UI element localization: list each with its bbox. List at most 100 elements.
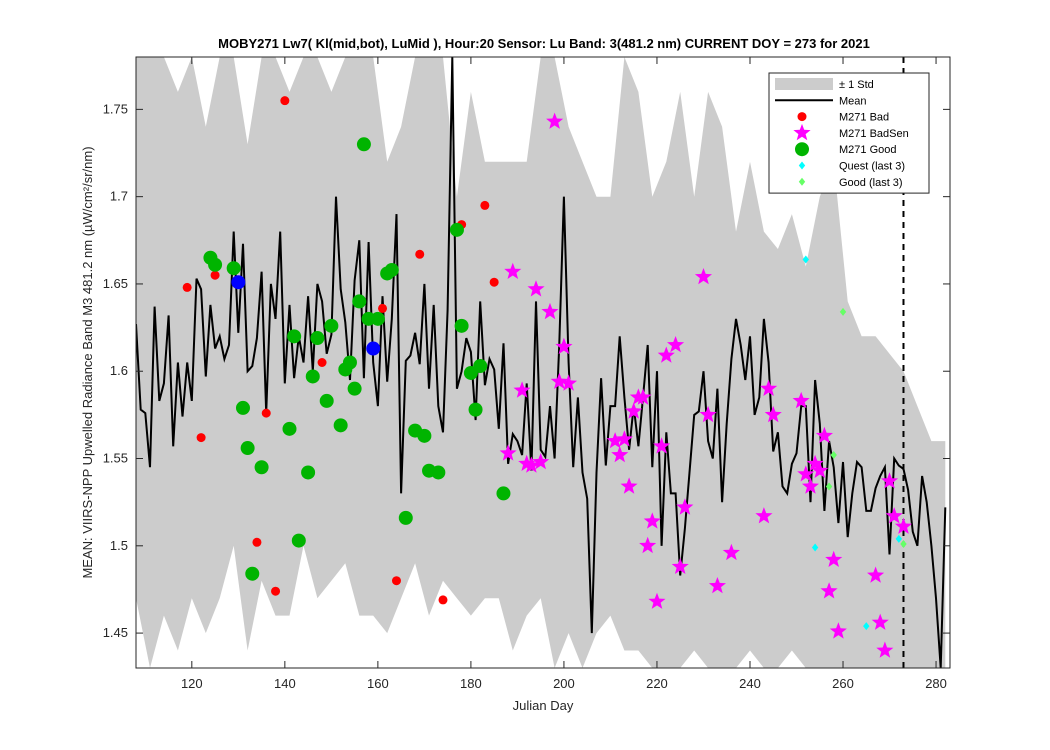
- legend-entry: M271 Good: [795, 142, 896, 157]
- x-tick-label: 220: [646, 676, 668, 691]
- data-point: [391, 576, 401, 586]
- data-point: [280, 96, 290, 106]
- data-point: [449, 222, 464, 237]
- data-point: [324, 318, 339, 333]
- data-point: [235, 400, 250, 415]
- data-point: [550, 372, 568, 389]
- legend-entry: Good (last 3): [798, 177, 903, 189]
- legend-label: Quest (last 3): [839, 161, 905, 173]
- data-point: [546, 112, 564, 129]
- data-point: [839, 307, 847, 316]
- y-tick-label: 1.45: [103, 625, 128, 640]
- data-point: [764, 405, 782, 423]
- data-point: [894, 517, 912, 534]
- data-point: [806, 454, 824, 471]
- series-diamond-green: [825, 307, 907, 549]
- data-point: [676, 498, 694, 515]
- data-point: [254, 460, 269, 475]
- data-point: [468, 402, 483, 417]
- data-point: [231, 275, 246, 290]
- data-point: [317, 358, 327, 367]
- data-point: [366, 341, 381, 356]
- data-point: [555, 337, 573, 355]
- data-point: [811, 543, 819, 552]
- y-tick-label: 1.55: [103, 451, 128, 466]
- data-point: [606, 432, 624, 449]
- data-point: [760, 379, 778, 396]
- x-tick-label: 120: [181, 676, 203, 691]
- data-point: [489, 277, 499, 287]
- data-point: [639, 536, 657, 554]
- markers: [182, 96, 912, 658]
- data-point: [671, 557, 689, 574]
- data-point: [815, 426, 833, 444]
- x-axis: 120 140 160 180 200 220 240 260 280: [181, 57, 947, 691]
- data-point: [871, 613, 889, 630]
- data-point: [900, 540, 907, 549]
- legend-label: M271 BadSen: [839, 128, 909, 140]
- y-axis-label: MEAN: VIIRS-NPP Upwelled Radiance Band M…: [80, 146, 95, 578]
- y-tick-label: 1.5: [110, 538, 128, 553]
- data-point: [417, 428, 432, 443]
- data-point: [282, 421, 297, 436]
- data-point: [499, 444, 517, 461]
- series-dot-blue: [231, 275, 381, 356]
- y-tick-label: 1.7: [110, 189, 128, 204]
- x-axis-label: Julian Day: [513, 698, 574, 713]
- legend-box: [768, 72, 930, 194]
- data-point: [342, 355, 357, 370]
- y-axis: 1.45 1.5 1.55 1.6 1.65 1.7 1.75: [103, 101, 950, 640]
- data-point: [261, 408, 271, 418]
- legend-marker: [793, 123, 811, 141]
- legend-marker: [798, 177, 806, 186]
- data-point: [694, 268, 712, 285]
- data-point: [310, 331, 325, 346]
- data-point: [797, 465, 815, 482]
- plot-frame: [135, 56, 951, 669]
- legend-label: M271 Good: [839, 144, 896, 156]
- x-tick-label: 260: [832, 676, 854, 691]
- data-point: [802, 255, 810, 264]
- data-point: [653, 437, 671, 454]
- legend-marker: [795, 142, 809, 157]
- data-point: [541, 302, 559, 320]
- data-point: [863, 622, 870, 631]
- plot-layer: [136, 57, 947, 668]
- x-tick-label: 200: [553, 676, 575, 691]
- data-point: [527, 280, 545, 297]
- mean-line: [136, 57, 947, 668]
- data-point: [252, 537, 262, 547]
- data-point: [801, 477, 819, 494]
- data-point: [792, 391, 810, 409]
- data-point: [196, 433, 206, 443]
- legend-entry: M271 Bad: [797, 112, 889, 124]
- data-point: [398, 510, 413, 525]
- legend-label: ± 1 Std: [839, 79, 874, 91]
- data-point: [287, 329, 302, 344]
- std-band: [136, 57, 946, 668]
- data-point: [722, 543, 740, 561]
- data-point: [347, 381, 362, 396]
- legend: ± 1 Std Mean M271 Bad M271 BadSen M271 Good Q…: [768, 72, 930, 194]
- chart-title: MOBY271 Lw7( Kl(mid,bot), LuMid ), Hour:…: [218, 36, 870, 51]
- data-point: [356, 137, 371, 152]
- x-tick-label: 240: [739, 676, 761, 691]
- data-point: [811, 461, 829, 478]
- data-point: [648, 592, 666, 609]
- data-point: [370, 311, 385, 326]
- data-point: [305, 369, 320, 384]
- data-point: [611, 446, 629, 463]
- data-point: [820, 582, 838, 599]
- legend-entry: Mean: [775, 95, 867, 107]
- data-point: [657, 346, 675, 363]
- data-point: [454, 318, 469, 333]
- data-point: [319, 393, 334, 408]
- data-point: [625, 402, 643, 419]
- data-point: [829, 622, 847, 639]
- data-point: [667, 336, 685, 353]
- legend-entry: Quest (last 3): [798, 161, 905, 173]
- data-point: [182, 282, 192, 292]
- data-point: [352, 294, 367, 309]
- data-point: [496, 486, 511, 501]
